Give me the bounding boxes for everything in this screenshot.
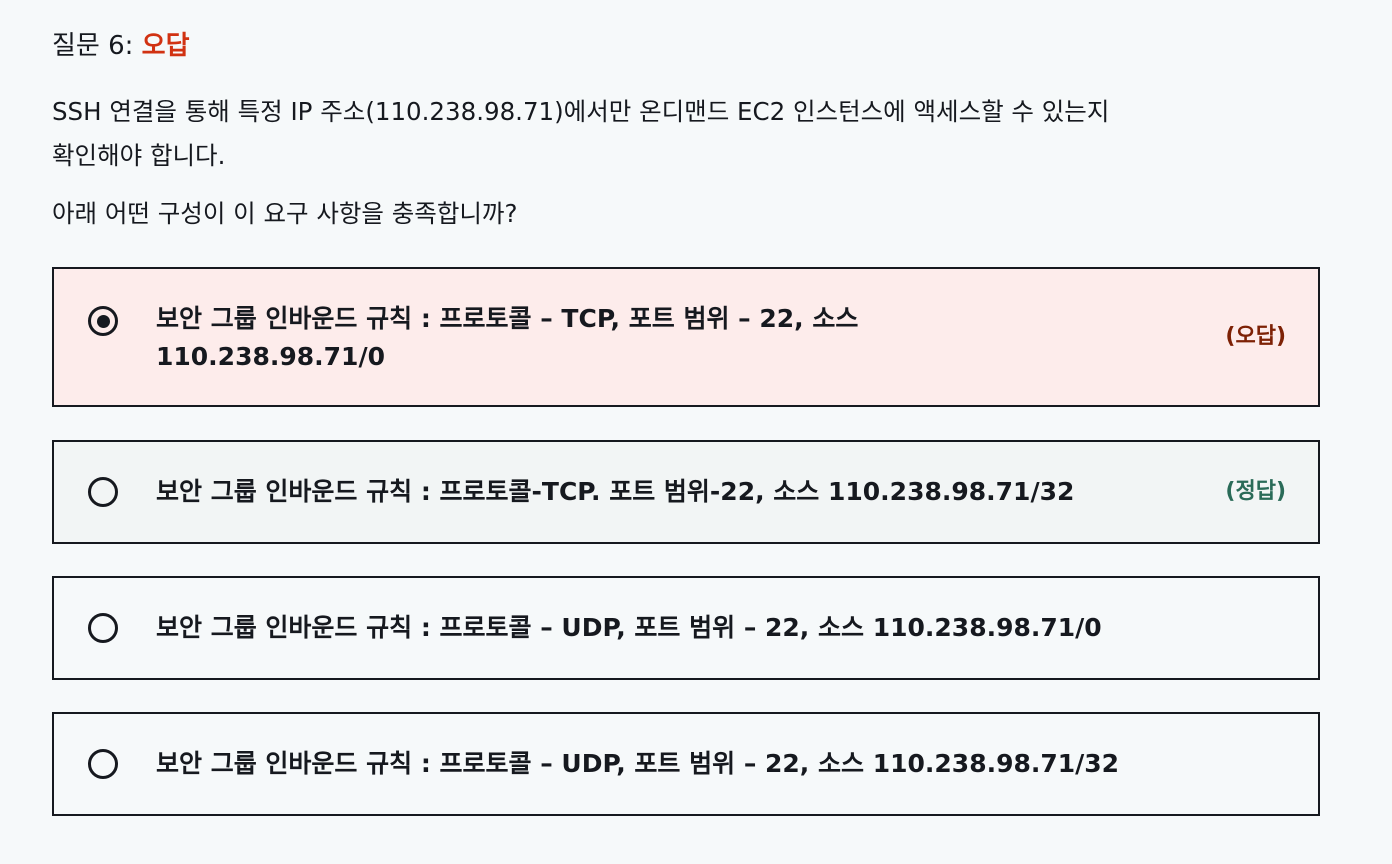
question-text: SSH 연결을 통해 특정 IP 주소(110.238.98.71)에서만 온디… <box>52 90 1320 178</box>
answer-option-2-text: 보안 그룹 인바운드 규칙 : 프로토콜-TCP. 포트 범위-22, 소스 1… <box>156 477 1075 506</box>
wrong-badge: (오답) <box>1225 324 1286 349</box>
answer-option-1-line-1: 보안 그룹 인바운드 규칙 : 프로토콜 – TCP, 포트 범위 – 22, … <box>156 304 859 333</box>
answer-option-1[interactable]: 보안 그룹 인바운드 규칙 : 프로토콜 – TCP, 포트 범위 – 22, … <box>52 267 1320 407</box>
question-text-line-2: 확인해야 합니다. <box>52 141 226 170</box>
result-label: 오답 <box>141 31 190 61</box>
radio-button-selected[interactable] <box>88 306 118 336</box>
radio-dot-icon <box>96 314 110 328</box>
correct-badge: (정답) <box>1225 479 1286 504</box>
radio-button[interactable] <box>88 749 118 779</box>
answer-option-1-text: 보안 그룹 인바운드 규칙 : 프로토콜 – TCP, 포트 범위 – 22, … <box>156 300 858 376</box>
radio-button[interactable] <box>88 613 118 643</box>
answer-option-1-line-2: 110.238.98.71/0 <box>156 342 385 371</box>
radio-button[interactable] <box>88 477 118 507</box>
question-text-line-1: SSH 연결을 통해 특정 IP 주소(110.238.98.71)에서만 온디… <box>52 97 1110 126</box>
answer-option-3-text: 보안 그룹 인바운드 규칙 : 프로토콜 – UDP, 포트 범위 – 22, … <box>156 613 1102 642</box>
answer-option-2[interactable]: 보안 그룹 인바운드 규칙 : 프로토콜-TCP. 포트 범위-22, 소스 1… <box>52 440 1320 544</box>
answer-option-4[interactable]: 보안 그룹 인바운드 규칙 : 프로토콜 – UDP, 포트 범위 – 22, … <box>52 712 1320 816</box>
question-number: 질문 6: <box>52 31 142 61</box>
answer-option-4-text: 보안 그룹 인바운드 규칙 : 프로토콜 – UDP, 포트 범위 – 22, … <box>156 749 1120 778</box>
question-prompt: 아래 어떤 구성이 이 요구 사항을 충족합니까? <box>52 199 518 228</box>
question-header: 질문 6: 오답 <box>52 28 190 64</box>
answer-option-3[interactable]: 보안 그룹 인바운드 규칙 : 프로토콜 – UDP, 포트 범위 – 22, … <box>52 576 1320 680</box>
